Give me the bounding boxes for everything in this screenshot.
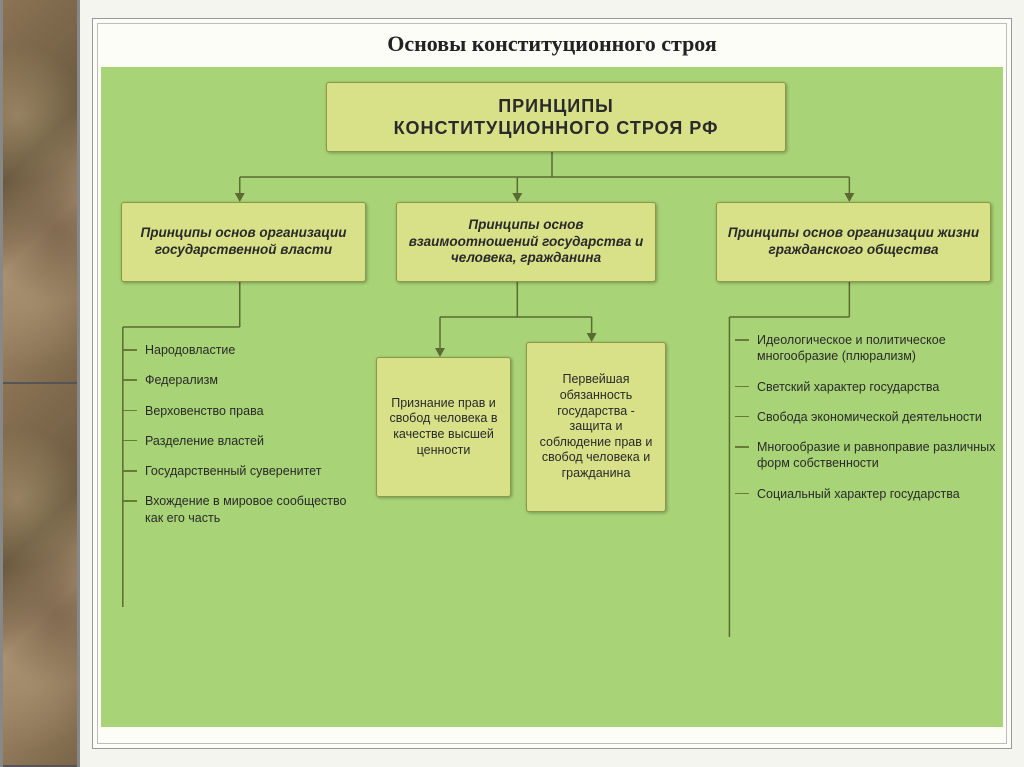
map-tile-top bbox=[3, 0, 77, 384]
slide-frame: Основы конституционного строя bbox=[92, 18, 1012, 749]
left-list: Народовластие Федерализм Верховенство пр… bbox=[129, 342, 359, 540]
center-leaf-2: Первейшая обязанность государства - защи… bbox=[526, 342, 666, 512]
list-item: Разделение властей bbox=[129, 433, 359, 449]
diagram-canvas: ПРИНЦИПЫКОНСТИТУЦИОННОГО СТРОЯ РФ Принци… bbox=[101, 67, 1003, 727]
branch-box-1: Принципы основ организации государственн… bbox=[121, 202, 366, 282]
list-item: Верховенство права bbox=[129, 403, 359, 419]
list-item: Вхождение в мировое сообщество как его ч… bbox=[129, 493, 359, 526]
list-item: Федерализм bbox=[129, 372, 359, 388]
list-item: Государственный суверенитет bbox=[129, 463, 359, 479]
list-item: Многообразие и равноправие различных фор… bbox=[741, 439, 996, 472]
center-leaf-1: Признание прав и свобод человека в качес… bbox=[376, 357, 511, 497]
branch-box-2: Принципы основ взаимоотношений государст… bbox=[396, 202, 656, 282]
map-tile-bottom bbox=[3, 384, 77, 767]
content-area: Основы конституционного строя bbox=[80, 0, 1024, 767]
branch-box-3: Принципы основ организации жизни граждан… bbox=[716, 202, 991, 282]
list-item: Светский характер государства bbox=[741, 379, 996, 395]
page-title: Основы конституционного строя bbox=[93, 31, 1011, 57]
main-box: ПРИНЦИПЫКОНСТИТУЦИОННОГО СТРОЯ РФ bbox=[326, 82, 786, 152]
list-item: Народовластие bbox=[129, 342, 359, 358]
right-list: Идеологическое и политическое многообраз… bbox=[741, 332, 996, 516]
list-item: Идеологическое и политическое многообраз… bbox=[741, 332, 996, 365]
list-item: Социальный характер государства bbox=[741, 486, 996, 502]
list-item: Свобода экономической деятельности bbox=[741, 409, 996, 425]
decorative-sidebar bbox=[0, 0, 80, 767]
